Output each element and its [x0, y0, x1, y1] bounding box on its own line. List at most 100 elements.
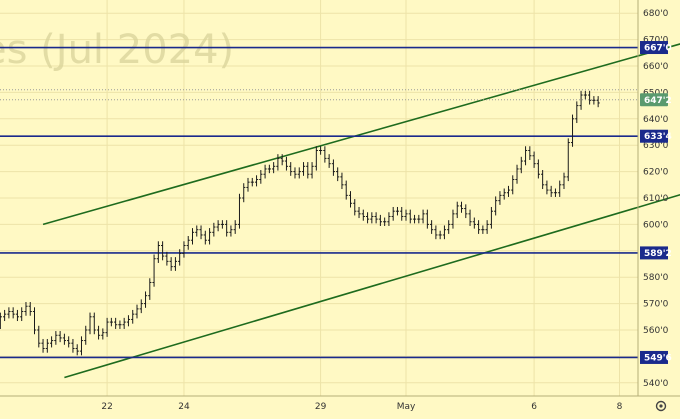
- candle: [242, 183, 246, 203]
- candle: [374, 212, 378, 224]
- candle: [109, 317, 113, 327]
- candle: [263, 164, 267, 179]
- level-badge-box: [640, 41, 668, 55]
- current-price-badge-box: [640, 93, 668, 107]
- candle: [395, 206, 400, 216]
- candle: [114, 317, 118, 329]
- candle: [71, 338, 75, 353]
- level-badge: 633'4: [640, 129, 672, 143]
- candle: [344, 180, 348, 200]
- level-badge-label: 549'6: [644, 353, 672, 363]
- candle: [225, 220, 229, 237]
- candle: [438, 230, 442, 240]
- candle: [229, 225, 233, 237]
- candle: [421, 209, 425, 224]
- candle: [161, 241, 165, 261]
- level-badge-box: [640, 350, 668, 364]
- price-axis: 540'0550'0560'0570'0580'0590'0600'0610'0…: [643, 9, 669, 389]
- candle: [105, 317, 109, 337]
- candle: [494, 196, 498, 216]
- candle: [455, 201, 459, 219]
- candle: [472, 217, 476, 229]
- x-tick-label: 24: [178, 402, 190, 412]
- level-badge-label: 667'0: [644, 44, 672, 54]
- settings-button[interactable]: [655, 400, 667, 412]
- candle: [515, 164, 519, 184]
- candle: [0, 312, 2, 329]
- candle: [169, 257, 173, 271]
- candle: [135, 304, 139, 319]
- candle: [592, 96, 596, 105]
- y-tick-label: 570'0: [643, 300, 669, 310]
- candle: [122, 317, 126, 329]
- time-axis: 22 24 29 May 6 8: [101, 402, 622, 412]
- x-tick-label: May: [397, 402, 416, 412]
- candle: [579, 90, 583, 110]
- candle: [220, 220, 224, 229]
- candle: [15, 309, 20, 322]
- y-tick-label: 540'0: [643, 379, 669, 389]
- candle: [254, 175, 259, 187]
- candle: [400, 206, 404, 221]
- candle: [306, 162, 310, 179]
- candle: [32, 307, 37, 335]
- candle: [259, 170, 263, 184]
- candle: [430, 220, 434, 234]
- candle: [528, 146, 532, 160]
- current-price-badge: 647'2: [640, 93, 672, 107]
- candle: [391, 206, 395, 221]
- gear-icon-center: [659, 404, 663, 408]
- candle: [532, 151, 536, 168]
- candle: [216, 220, 220, 232]
- candle: [523, 146, 528, 166]
- candle: [404, 209, 408, 221]
- candle: [498, 191, 502, 205]
- y-tick-label: 670'0: [643, 36, 669, 46]
- candle: [67, 336, 71, 348]
- candle: [588, 90, 592, 105]
- candle: [126, 315, 131, 327]
- candle: [481, 225, 485, 234]
- level-badge-box: [640, 246, 668, 260]
- candle: [387, 212, 391, 226]
- candle: [575, 101, 579, 124]
- level-lines: [0, 46, 638, 359]
- candle: [327, 154, 331, 168]
- candle: [383, 217, 387, 226]
- x-tick-label: 6: [531, 402, 537, 412]
- candle: [233, 220, 237, 234]
- candle: [459, 201, 464, 213]
- candle: [434, 225, 438, 240]
- candle: [357, 206, 361, 219]
- candle: [148, 278, 152, 300]
- candle: [54, 331, 58, 345]
- candle: [92, 312, 96, 335]
- candle: [365, 212, 370, 224]
- candle: [131, 309, 135, 324]
- candle: [62, 333, 66, 345]
- x-tick-label: 22: [101, 402, 112, 412]
- candle: [267, 164, 271, 174]
- candle: [276, 154, 280, 171]
- candle: [336, 167, 340, 182]
- x-tick-label: 29: [315, 402, 327, 412]
- candle: [536, 159, 540, 179]
- candle: [301, 162, 306, 176]
- gear-icon: [655, 400, 667, 412]
- candle: [468, 209, 472, 226]
- level-badge: 667'0: [640, 41, 672, 55]
- y-tick-label: 620'0: [643, 168, 669, 178]
- candle: [511, 175, 515, 195]
- candle: [596, 96, 600, 108]
- candle: [118, 320, 122, 329]
- candle: [11, 307, 15, 319]
- candle: [566, 138, 570, 182]
- y-tick-label: 560'0: [643, 326, 669, 336]
- candle: [476, 220, 481, 234]
- watermark: es (Jul 2024): [0, 27, 234, 73]
- channel-line: [42, 43, 680, 226]
- candle: [58, 331, 62, 343]
- candle: [250, 177, 254, 187]
